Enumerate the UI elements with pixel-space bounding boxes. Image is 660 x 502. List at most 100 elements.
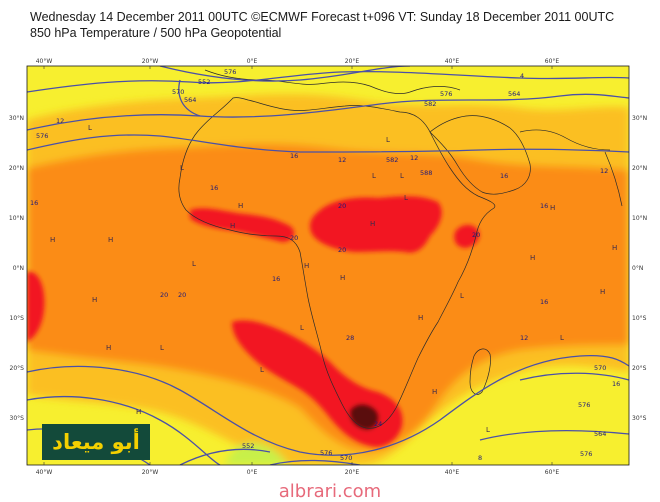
latitude-tick-left: 10°S xyxy=(10,315,25,322)
low-pressure-marker: L xyxy=(180,164,184,172)
geopotential-contour-label: 576 xyxy=(36,132,48,140)
temperature-contour-label: 16 xyxy=(290,152,298,160)
longitude-tick-bottom: 40°W xyxy=(36,469,53,476)
temperature-contour-label: 20 xyxy=(472,231,480,239)
temperature-hot-patch-west xyxy=(27,271,45,342)
low-pressure-marker: L xyxy=(160,344,164,352)
high-pressure-marker: H xyxy=(238,202,243,210)
low-pressure-marker: L xyxy=(300,324,304,332)
geopotential-contour-label: 582 xyxy=(386,156,398,164)
temperature-hot-patch-east xyxy=(454,224,480,248)
latitude-tick-left: 30°S xyxy=(10,415,25,422)
temperature-contour-label: 16 xyxy=(30,199,38,207)
geopotential-contour-label: 564 xyxy=(184,96,196,104)
coastline xyxy=(178,69,623,429)
geopotential-contour-label: 582 xyxy=(424,100,436,108)
temperature-contour-label: 20 xyxy=(338,202,346,210)
geopotential-contour-label: 570 xyxy=(172,88,184,96)
map-frame xyxy=(26,65,630,466)
latitude-tick-left: 20°N xyxy=(9,165,24,172)
high-pressure-marker: H xyxy=(550,204,555,212)
longitude-tick-bottom: 0°E xyxy=(247,469,258,476)
temperature-contour-label: 20 xyxy=(160,291,168,299)
latitude-tick-left: 20°S xyxy=(10,365,25,372)
map-field xyxy=(27,66,629,465)
high-pressure-marker: H xyxy=(106,344,111,352)
high-pressure-marker: H xyxy=(370,220,375,228)
latitude-tick-right: 30°S xyxy=(632,415,647,422)
low-pressure-marker: L xyxy=(486,426,490,434)
arabia-coastline xyxy=(429,115,531,195)
geopotential-contour-label: 570 xyxy=(340,454,352,462)
low-pressure-marker: L xyxy=(386,136,390,144)
low-pressure-marker: L xyxy=(460,292,464,300)
longitude-tick-top: 40°E xyxy=(445,58,460,65)
geopotential-contour-label: 552 xyxy=(242,442,254,450)
temperature-contour-label: 12 xyxy=(410,154,418,162)
geopotential-contour xyxy=(178,79,201,117)
temperature-contour-label: 20 xyxy=(290,234,298,242)
geopotential-contour-label: 564 xyxy=(508,90,520,98)
geopotential-contour-label: 552 xyxy=(198,78,210,86)
temperature-contour-label: 16 xyxy=(210,184,218,192)
longitude-tick-top: 0°E xyxy=(247,58,258,65)
geopotential-contour xyxy=(519,372,629,381)
temperature-hot-patch-central xyxy=(310,196,442,253)
longitude-tick-bottom: 60°E xyxy=(545,469,560,476)
temperature-contour-label: 20 xyxy=(338,246,346,254)
geopotential-contour xyxy=(479,429,629,441)
field-subtitle: 850 hPa Temperature / 500 hPa Geopotenti… xyxy=(30,26,282,40)
chart-header: Wednesday 14 December 2011 00UTC ©ECMWF … xyxy=(30,9,614,41)
latitude-tick-left: 0°N xyxy=(13,265,24,272)
geopotential-contour xyxy=(27,93,629,131)
high-pressure-marker: H xyxy=(612,244,617,252)
geopotential-contour xyxy=(27,396,221,465)
high-pressure-marker: H xyxy=(418,314,423,322)
longitude-tick-top: 40°W xyxy=(36,58,53,65)
geopotential-contour-label: 588 xyxy=(420,169,432,177)
india-coastline xyxy=(604,151,623,207)
map-graticule-ticks: 40°W 20°W 0°E 20°E 40°E 60°E40°W 20°W 0°E 20°E 40… xyxy=(9,58,647,476)
temperature-contour-label: 20 xyxy=(178,291,186,299)
low-pressure-marker: L xyxy=(88,124,92,132)
high-pressure-marker: H xyxy=(92,296,97,304)
low-pressure-marker: L xyxy=(260,366,264,374)
longitude-tick-top: 20°E xyxy=(345,58,360,65)
temperature-contour-label: 28 xyxy=(346,334,354,342)
geopotential-contour-label: 576 xyxy=(320,449,332,457)
geopotential-contour-label: 564 xyxy=(594,430,606,438)
latitude-tick-right: 10°S xyxy=(632,315,647,322)
low-pressure-marker: L xyxy=(372,172,376,180)
temperature-contour-label: 12 xyxy=(520,334,528,342)
temperature-contour-label: 12 xyxy=(56,117,64,125)
high-pressure-marker: H xyxy=(530,254,535,262)
site-url: albrari.com xyxy=(278,481,382,502)
longitude-tick-top: 20°W xyxy=(142,58,159,65)
latitude-tick-right: 30°N xyxy=(632,115,647,122)
map-labels: 12 16 12 16 12 20 20 20 16 16 20 20 16 28 24 16 12 8 20 12 1… xyxy=(30,68,620,462)
temperature-contour-label: 8 xyxy=(478,454,482,462)
latitude-tick-left: 10°N xyxy=(9,215,24,222)
high-pressure-marker: H xyxy=(600,288,605,296)
temperature-contour-label: 12 xyxy=(600,167,608,175)
geopotential-contour xyxy=(269,459,361,465)
latitude-tick-right: 20°S xyxy=(632,365,647,372)
longitude-tick-bottom: 20°E xyxy=(345,469,360,476)
geopotential-contour-label: 576 xyxy=(224,68,236,76)
temperature-hot-patch-sahel xyxy=(190,208,295,242)
temperature-contour-label: 24 xyxy=(374,420,382,428)
geopotential-contour-label: 576 xyxy=(580,450,592,458)
low-pressure-marker: L xyxy=(404,194,408,202)
temperature-contour-label: 12 xyxy=(338,156,346,164)
temperature-contour-label: 4 xyxy=(520,72,524,80)
latitude-tick-left: 30°N xyxy=(9,115,24,122)
temperature-contour-label: 16 xyxy=(272,275,280,283)
forecast-title: Wednesday 14 December 2011 00UTC ©ECMWF … xyxy=(30,10,615,24)
africa-coastline xyxy=(178,97,496,429)
geopotential-contour xyxy=(179,448,271,465)
low-pressure-marker: L xyxy=(192,260,196,268)
high-pressure-marker: H xyxy=(230,222,235,230)
latitude-tick-right: 10°N xyxy=(632,215,647,222)
persian-gulf-coastline xyxy=(519,129,611,151)
high-pressure-marker: H xyxy=(340,274,345,282)
